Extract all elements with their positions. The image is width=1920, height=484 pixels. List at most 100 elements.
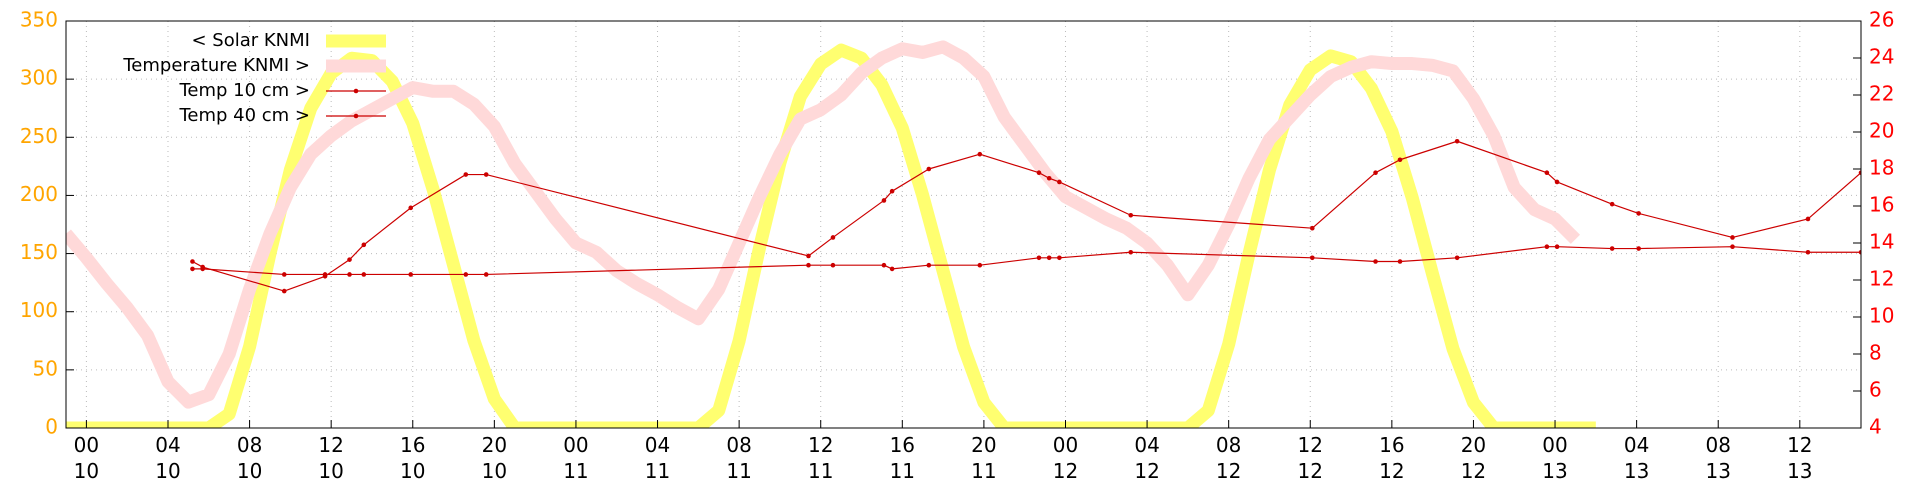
x-tick-label: 20 10 bbox=[481, 433, 508, 483]
y-tick-label: 350 bbox=[20, 8, 58, 32]
legend-label: Temperature KNMI > bbox=[122, 55, 310, 76]
marker bbox=[1554, 179, 1560, 185]
marker bbox=[190, 266, 195, 272]
marker bbox=[1730, 244, 1735, 249]
y2-tick-label: 16 bbox=[1869, 193, 1894, 217]
marker bbox=[1454, 138, 1460, 144]
x-tick-label: 04 12 bbox=[1134, 433, 1160, 483]
marker bbox=[1454, 255, 1460, 261]
marker bbox=[1057, 179, 1062, 185]
y2-tick-label: 6 bbox=[1869, 378, 1882, 402]
x-tick-label: 16 10 bbox=[400, 433, 426, 483]
marker bbox=[977, 262, 983, 268]
marker bbox=[1046, 255, 1052, 261]
marker bbox=[347, 257, 352, 262]
marker bbox=[926, 262, 932, 268]
line bbox=[192, 246, 1861, 276]
marker bbox=[926, 166, 932, 172]
marker bbox=[1310, 255, 1315, 261]
marker bbox=[1544, 170, 1550, 175]
x-tick-label: 12 13 bbox=[1787, 433, 1813, 483]
marker bbox=[1036, 170, 1042, 175]
marker bbox=[881, 262, 887, 268]
marker bbox=[1805, 216, 1811, 222]
marker bbox=[1730, 235, 1735, 240]
x-tick-label: 16 12 bbox=[1379, 433, 1405, 483]
y2-tick-label: 10 bbox=[1869, 304, 1894, 328]
x-tick-label: 00 11 bbox=[563, 433, 589, 483]
x-tick-label: 12 10 bbox=[318, 433, 344, 483]
marker bbox=[1858, 249, 1861, 255]
y2-tick-label: 20 bbox=[1869, 119, 1894, 143]
marker bbox=[408, 272, 414, 277]
marker bbox=[806, 253, 811, 259]
y2-tick-label: 26 bbox=[1869, 8, 1894, 32]
x-tick-label: 00 13 bbox=[1542, 433, 1568, 483]
marker bbox=[881, 198, 887, 203]
x-tick-label: 08 10 bbox=[236, 433, 263, 483]
marker bbox=[190, 259, 195, 264]
marker bbox=[200, 266, 205, 272]
y2-tick-label: 22 bbox=[1869, 82, 1894, 106]
marker bbox=[889, 188, 895, 194]
y-tick-label: 300 bbox=[20, 66, 58, 90]
marker bbox=[408, 205, 414, 211]
axes: 0 50 100 150 200 250 300 350 4 6 8 10 12 14 16 18 20 22 24… bbox=[20, 8, 1895, 439]
x-tick-label: 12 12 bbox=[1297, 433, 1323, 483]
marker bbox=[347, 272, 352, 277]
marker bbox=[1046, 175, 1052, 181]
x-tick-label: 20 12 bbox=[1460, 433, 1487, 483]
legend-label: < Solar KNMI bbox=[191, 30, 310, 51]
y2-tick-label: 18 bbox=[1869, 156, 1894, 180]
plot-area bbox=[66, 40, 1861, 428]
marker bbox=[483, 272, 489, 277]
marker bbox=[977, 151, 983, 157]
legend-marker bbox=[353, 113, 359, 119]
marker bbox=[806, 262, 811, 268]
marker bbox=[830, 235, 836, 240]
line bbox=[192, 140, 1861, 292]
x-tick-label: 20 11 bbox=[971, 433, 997, 483]
legend-label: Temp 40 cm > bbox=[178, 105, 310, 126]
marker bbox=[889, 266, 895, 272]
marker bbox=[1128, 249, 1134, 255]
x-tick-label: 04 10 bbox=[155, 433, 181, 483]
x-tick-label: 00 10 bbox=[73, 433, 100, 483]
marker bbox=[483, 172, 489, 177]
marker bbox=[1057, 255, 1062, 261]
thick-line bbox=[66, 43, 1596, 428]
marker bbox=[1609, 201, 1615, 207]
marker bbox=[281, 272, 287, 277]
marker bbox=[1636, 246, 1641, 251]
marker bbox=[1036, 255, 1042, 261]
marker bbox=[1805, 249, 1811, 255]
grid bbox=[66, 20, 1861, 429]
marker bbox=[1373, 170, 1378, 175]
x-tick-label: 08 11 bbox=[726, 433, 752, 483]
legend: < Solar KNMI Temperature KNMI > Temp 10 cm… bbox=[122, 30, 386, 126]
marker bbox=[463, 272, 469, 277]
marker bbox=[361, 242, 367, 248]
y2-tick-label: 12 bbox=[1869, 267, 1894, 291]
x-tick-label: 04 13 bbox=[1623, 433, 1650, 483]
marker bbox=[1310, 225, 1315, 231]
marker bbox=[361, 272, 367, 277]
y2-tick-label: 14 bbox=[1869, 230, 1894, 254]
marker bbox=[1554, 244, 1560, 249]
y2-tick-label: 4 bbox=[1869, 415, 1882, 439]
x-tick-label: 16 11 bbox=[889, 433, 916, 483]
y-tick-label: 50 bbox=[33, 356, 58, 380]
y2-tick-label: 8 bbox=[1869, 341, 1882, 365]
marker bbox=[1636, 211, 1641, 216]
y-tick-label: 250 bbox=[20, 124, 58, 148]
marker bbox=[830, 262, 836, 268]
y-tick-label: 100 bbox=[20, 298, 58, 322]
y-tick-label: 150 bbox=[20, 240, 58, 264]
plot-frame bbox=[65, 20, 1862, 429]
x-tick-label: 12 11 bbox=[807, 433, 834, 483]
marker bbox=[322, 272, 328, 277]
thick-line bbox=[66, 40, 1581, 409]
x-tick-label: 08 13 bbox=[1705, 433, 1731, 483]
